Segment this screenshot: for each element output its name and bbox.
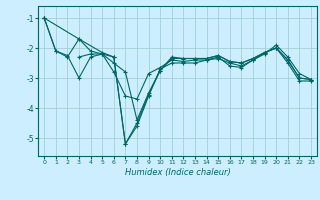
- X-axis label: Humidex (Indice chaleur): Humidex (Indice chaleur): [125, 168, 230, 177]
